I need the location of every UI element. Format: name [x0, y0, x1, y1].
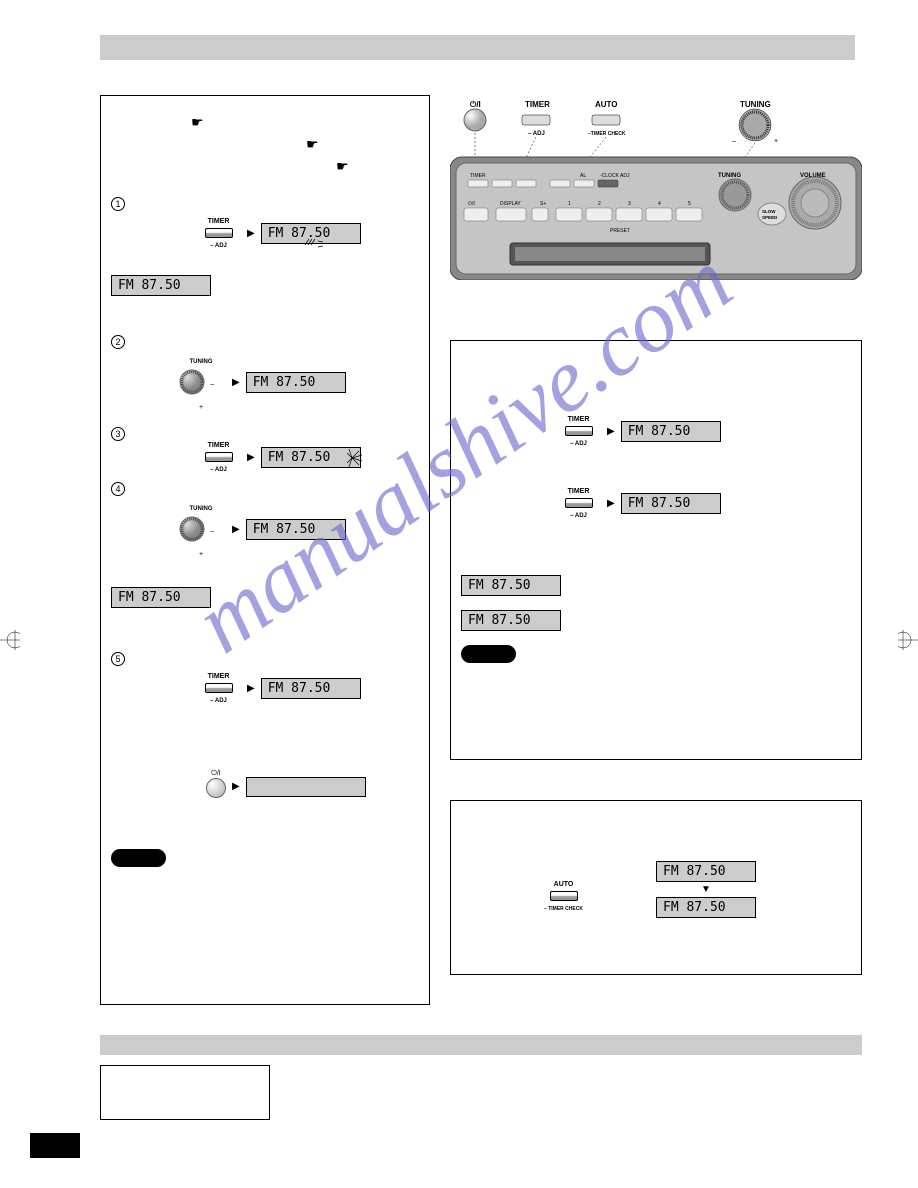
svg-text:DISPLAY: DISPLAY — [500, 201, 521, 207]
tuning-knob: TUNING – + — [176, 497, 226, 561]
svg-text:SLOW: SLOW — [762, 209, 776, 214]
display-readout: FM 87.50 — [246, 519, 346, 540]
timer-button: TIMER – ADJ — [196, 442, 241, 473]
timer-button: TIMER – ADJ — [196, 218, 241, 249]
arrow-icon: ▶ — [247, 683, 255, 694]
pointing-hand-icon: ☛ — [191, 114, 204, 130]
svg-text:AL: AL — [580, 173, 586, 179]
svg-text:2: 2 — [598, 201, 601, 207]
arrow-icon: ▶ — [232, 781, 240, 792]
device-illustration: ⏻/I TIMER AUTO TUNING – ADJ –TIMER CHECK… — [450, 95, 862, 280]
black-marker — [111, 849, 166, 867]
page-number-marker — [30, 1133, 80, 1158]
right-instruction-box-2: AUTO – TIMER CHECK FM 87.50 ▼ FM 87.50 — [450, 800, 862, 975]
power-button — [206, 778, 226, 798]
svg-text:–TIMER CHECK: –TIMER CHECK — [588, 131, 626, 137]
svg-text:5: 5 — [688, 201, 691, 207]
display-readout: FM 87.50 — [621, 421, 721, 442]
arrow-icon: ▶ — [247, 452, 255, 463]
step-3: 3 — [111, 427, 125, 441]
step-1: 1 — [111, 197, 125, 211]
tuning-label: TUNING — [740, 100, 771, 109]
display-readout: FM 87.50 — [656, 897, 756, 918]
left-instruction-box: ☛ ☛ ☛ 1 TIMER – ADJ ▶ FM 87.50 FM 87.50 … — [100, 95, 430, 1005]
display-readout: FM 87.50 — [246, 372, 346, 393]
svg-text:+: + — [774, 138, 778, 145]
timer-button: TIMER – ADJ — [196, 673, 241, 704]
footer-bar — [100, 1035, 862, 1055]
display-readout: FM 87.50 — [656, 861, 756, 882]
power-label: ⏻/I — [470, 100, 481, 109]
svg-text:4: 4 — [658, 201, 661, 207]
arrow-icon: ▶ — [607, 426, 615, 437]
timer-label: TIMER — [525, 100, 550, 109]
display-readout: FM 87.50 — [461, 575, 561, 596]
display-readout: FM 87.50 — [111, 587, 211, 608]
display-readout — [246, 777, 366, 797]
display-readout: FM 87.50 — [461, 610, 561, 631]
pointing-hand-icon: ☛ — [336, 158, 349, 174]
timer-button: TIMER – ADJ — [556, 416, 601, 447]
svg-text:S+: S+ — [540, 201, 546, 207]
body-timer-label: TIMER — [470, 173, 486, 179]
display-readout: FM 87.50 — [261, 447, 361, 468]
arrow-icon: ▶ — [247, 228, 255, 239]
svg-text:– ADJ: – ADJ — [528, 131, 545, 137]
down-arrow-icon: ▼ — [656, 884, 756, 895]
display-readout: FM 87.50 — [111, 275, 211, 296]
svg-text:3: 3 — [628, 201, 631, 207]
display-readout: FM 87.50 — [261, 678, 361, 699]
tuning-knob: TUNING – + — [176, 350, 226, 414]
timer-button: TIMER – ADJ — [556, 488, 601, 519]
registration-mark-left — [0, 630, 20, 650]
step-2: 2 — [111, 335, 125, 349]
display-readout: FM 87.50 — [621, 493, 721, 514]
svg-text:TUNING: TUNING — [718, 173, 741, 179]
arrow-icon: ▶ — [232, 377, 240, 388]
svg-text:-CLOCK ADJ: -CLOCK ADJ — [600, 173, 630, 179]
power-label: ⏻/I — [206, 770, 226, 778]
step-4: 4 — [111, 482, 125, 496]
arrow-icon: ▶ — [607, 498, 615, 509]
step-5: 5 — [111, 652, 125, 666]
svg-text:1: 1 — [568, 201, 571, 207]
pointing-hand-icon: ☛ — [306, 136, 319, 152]
svg-text:–: – — [732, 138, 736, 145]
svg-text:SPEED: SPEED — [762, 215, 778, 220]
black-marker — [461, 645, 516, 663]
header-bar — [100, 35, 855, 60]
right-instruction-box-1: TIMER – ADJ ▶ FM 87.50 TIMER – ADJ ▶ FM … — [450, 340, 862, 760]
svg-text:PRESET: PRESET — [610, 228, 630, 234]
svg-text:⏻/I: ⏻/I — [468, 201, 475, 207]
auto-label: AUTO — [595, 100, 618, 109]
registration-mark-right — [898, 630, 918, 650]
auto-button: AUTO – TIMER CHECK — [541, 881, 586, 912]
arrow-icon: ▶ — [232, 524, 240, 535]
footer-white-box — [100, 1065, 270, 1120]
